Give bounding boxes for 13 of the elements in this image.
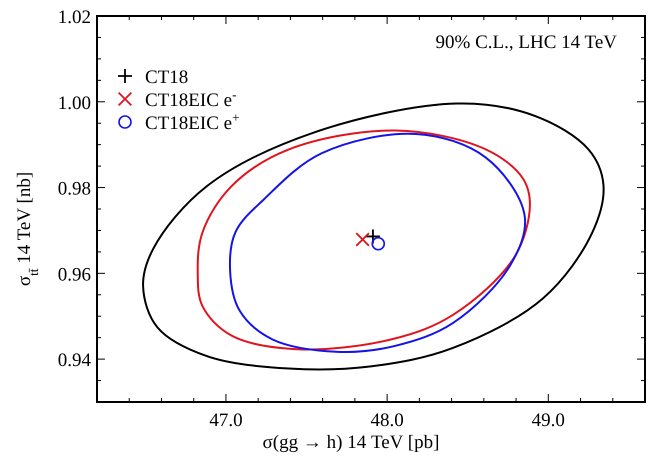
legend-label: CT18 xyxy=(145,67,188,88)
x-tick-label: 49.0 xyxy=(532,410,565,431)
y-tick-label: 0.98 xyxy=(58,178,91,200)
y-tick-label: 1.02 xyxy=(58,7,91,28)
annotation: 90% C.L., LHC 14 TeV xyxy=(436,32,618,53)
y-tick-label: 1.00 xyxy=(58,92,91,114)
x-axis-title: σ(gg → h) 14 TeV [pb] xyxy=(262,432,440,453)
legend-label: CT18EIC e$^{-}$ xyxy=(145,86,237,111)
x-tick-label: 48.0 xyxy=(370,410,404,431)
x-tick-label: 47.0 xyxy=(209,410,243,431)
legend-label: CT18EIC e$^{+}$ xyxy=(145,110,240,134)
y-tick-label: 0.94 xyxy=(58,350,92,372)
y-tick-label: 0.96 xyxy=(58,264,91,286)
